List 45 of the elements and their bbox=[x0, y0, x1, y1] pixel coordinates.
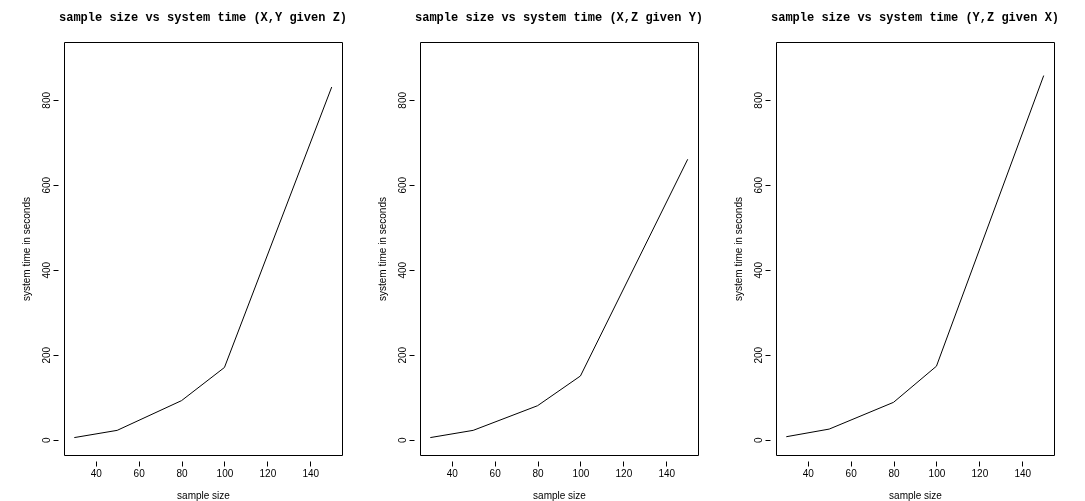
line-series bbox=[785, 75, 1045, 438]
x-tick-label: 40 bbox=[90, 467, 103, 479]
x-tick-label: 140 bbox=[1014, 467, 1032, 479]
x-tick-label: 80 bbox=[532, 467, 545, 479]
y-tick-label: 400 bbox=[40, 261, 52, 279]
y-tick-label: 800 bbox=[752, 91, 764, 109]
x-tick-label: 140 bbox=[302, 467, 320, 479]
x-tick-label: 140 bbox=[658, 467, 676, 479]
x-axis-title: sample size bbox=[889, 489, 943, 501]
chart-title: sample size vs system time (X,Y given Z) bbox=[58, 11, 348, 25]
x-tick-label: 120 bbox=[259, 467, 277, 479]
x-axis-title: sample size bbox=[533, 489, 587, 501]
y-tick-label: 200 bbox=[752, 346, 764, 364]
chart-title: sample size vs system time (X,Z given Y) bbox=[414, 11, 704, 25]
line-series bbox=[73, 86, 333, 439]
x-tick-label: 80 bbox=[176, 467, 189, 479]
y-tick-label: 200 bbox=[40, 346, 52, 364]
x-tick-label: 60 bbox=[489, 467, 502, 479]
y-tick-label: 600 bbox=[752, 176, 764, 194]
y-tick-label: 800 bbox=[396, 91, 408, 109]
x-tick-label: 80 bbox=[888, 467, 901, 479]
x-tick-label: 120 bbox=[971, 467, 989, 479]
y-axis-title: system time in seconds bbox=[20, 197, 32, 301]
y-tick-label: 0 bbox=[40, 436, 52, 443]
y-axis-title: system time in seconds bbox=[376, 197, 388, 301]
x-tick-label: 100 bbox=[216, 467, 234, 479]
y-tick-label: 0 bbox=[752, 436, 764, 443]
x-tick-label: 100 bbox=[928, 467, 946, 479]
x-tick-label: 120 bbox=[615, 467, 633, 479]
y-tick-label: 400 bbox=[396, 261, 408, 279]
line-series bbox=[429, 158, 689, 439]
x-tick-label: 100 bbox=[572, 467, 590, 479]
y-tick-label: 200 bbox=[396, 346, 408, 364]
y-tick-label: 800 bbox=[40, 91, 52, 109]
y-tick-label: 400 bbox=[752, 261, 764, 279]
x-tick-label: 60 bbox=[845, 467, 858, 479]
chart-title: sample size vs system time (Y,Z given X) bbox=[770, 11, 1060, 25]
x-tick-label: 40 bbox=[446, 467, 459, 479]
x-tick-label: 60 bbox=[133, 467, 146, 479]
y-tick-label: 600 bbox=[40, 176, 52, 194]
y-tick-label: 600 bbox=[396, 176, 408, 194]
y-axis-title: system time in seconds bbox=[732, 197, 744, 301]
y-tick-label: 0 bbox=[396, 436, 408, 443]
x-axis-title: sample size bbox=[177, 489, 231, 501]
x-tick-label: 40 bbox=[802, 467, 815, 479]
